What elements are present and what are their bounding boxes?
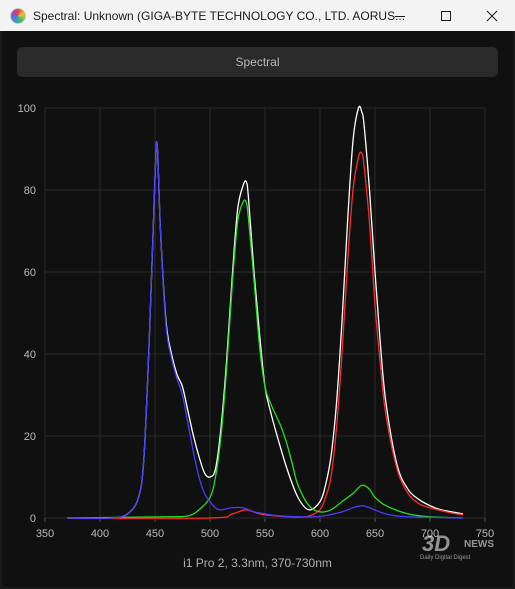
maximize-icon [441, 10, 451, 21]
title-bar: Spectral: Unknown (GIGA-BYTE TECHNOLOGY … [0, 0, 515, 31]
chart-caption: i1 Pro 2, 3.3nm, 370-730nm [183, 556, 332, 570]
close-button[interactable] [469, 0, 515, 31]
y-tick-label: 0 [30, 513, 36, 525]
spectral-button[interactable]: Spectral [17, 47, 498, 77]
series-line-red-curve [66, 151, 464, 519]
x-tick-label: 650 [366, 528, 384, 540]
client-area: Spectral 350 400 450 500 550 600 650 700 750 0 20… [2, 31, 513, 587]
x-tick-label: 450 [146, 528, 164, 540]
minimize-icon [395, 15, 405, 17]
chart-series [66, 105, 464, 519]
x-tick-label: 350 [36, 528, 54, 540]
close-icon [486, 10, 498, 21]
watermark-news: NEWS [464, 539, 494, 550]
window-controls [377, 0, 515, 31]
x-tick-label: 400 [91, 528, 109, 540]
watermark-logo: 3D NEWS Daily Digital Digest [410, 531, 510, 571]
maximize-button[interactable] [423, 0, 469, 31]
watermark-tagline: Daily Digital Digest [420, 555, 471, 561]
y-axis-ticks: 0 20 40 60 80 100 [18, 103, 36, 525]
series-line-green-curve [66, 199, 464, 519]
watermark-3d: 3D [422, 531, 451, 556]
window-title: Spectral: Unknown (GIGA-BYTE TECHNOLOGY … [33, 8, 406, 23]
x-axis-ticks: 350 400 450 500 550 600 650 700 750 [36, 518, 494, 540]
series-line-blue-curve [66, 141, 464, 519]
y-tick-label: 60 [24, 267, 36, 279]
y-tick-label: 40 [24, 349, 36, 361]
y-tick-label: 100 [18, 103, 36, 115]
x-tick-label: 600 [311, 528, 329, 540]
x-tick-label: 700 [421, 528, 439, 540]
y-tick-label: 20 [24, 431, 36, 443]
x-tick-label: 750 [476, 528, 494, 540]
x-tick-label: 500 [201, 528, 219, 540]
spectral-chart: 350 400 450 500 550 600 650 700 750 0 20 40 60 80 100 [18, 103, 495, 540]
app-icon [10, 7, 26, 24]
chart-grid [44, 107, 486, 519]
y-tick-label: 80 [24, 185, 36, 197]
x-tick-label: 550 [256, 528, 274, 540]
minimize-button[interactable] [377, 0, 423, 31]
